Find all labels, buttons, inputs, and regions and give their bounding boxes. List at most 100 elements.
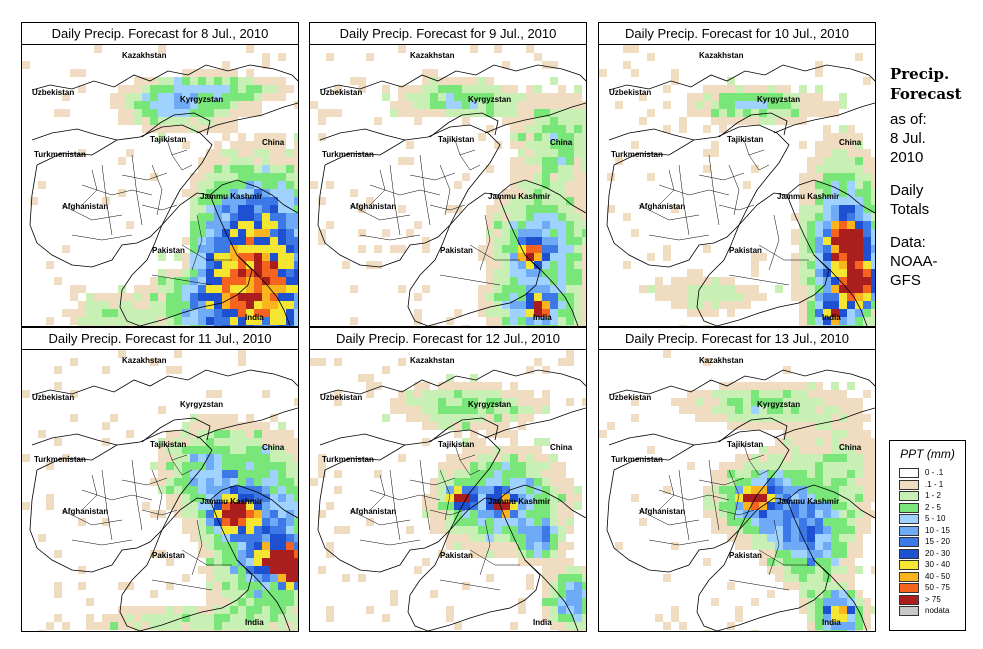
precip-cell [518, 213, 526, 221]
precip-cell [454, 526, 462, 534]
precip-cell [174, 93, 182, 101]
precip-cell [470, 518, 478, 526]
precip-cell [799, 189, 807, 197]
precip-cell [735, 454, 743, 462]
precip-cell [222, 93, 230, 101]
precip-cell [799, 253, 807, 261]
precip-cell [214, 614, 222, 622]
precip-cell [847, 510, 855, 518]
precip-cell [494, 197, 502, 205]
precip-cell [294, 446, 298, 454]
border-line [606, 124, 790, 268]
precip-cell [542, 149, 550, 157]
precip-cell [158, 622, 166, 630]
precip-cell [791, 277, 799, 285]
precip-cell [454, 93, 462, 101]
precip-cell [206, 558, 214, 566]
precip-cell [182, 125, 190, 133]
precip-cell [270, 197, 278, 205]
precip-cell [190, 430, 198, 438]
province-line [658, 184, 730, 196]
precip-cell [558, 261, 566, 269]
precip-cell [238, 197, 246, 205]
precip-cell [695, 293, 703, 301]
precip-cell [639, 518, 647, 526]
precip-cell [286, 478, 294, 486]
map-label-kazakhstan: Kazakhstan [122, 51, 167, 60]
precip-cell [767, 462, 775, 470]
precip-cell [582, 606, 586, 614]
precip-cell [759, 101, 767, 109]
precip-cell [558, 550, 566, 558]
precip-cell [526, 181, 534, 189]
precip-cell [254, 173, 262, 181]
precip-cell [767, 510, 775, 518]
precip-cell [174, 101, 182, 109]
precip-cell [783, 518, 791, 526]
border-line [484, 102, 586, 134]
precip-cell [711, 478, 719, 486]
precip-cell [839, 438, 847, 446]
precip-cell [502, 61, 510, 69]
precip-cell [118, 614, 126, 622]
precip-cell [719, 125, 727, 133]
precip-cell [534, 205, 542, 213]
precip-cell [815, 237, 823, 245]
precip-cell [815, 85, 823, 93]
precip-cell [526, 109, 534, 117]
precip-cell [262, 213, 270, 221]
precip-cell [526, 309, 534, 317]
precip-cell [238, 325, 246, 326]
precip-cell [550, 277, 558, 285]
precip-cell [711, 494, 719, 502]
precip-cell [815, 109, 823, 117]
precip-cell [566, 630, 574, 631]
precip-cell [478, 422, 486, 430]
precip-cell [839, 141, 847, 149]
precip-cell [414, 414, 422, 422]
precip-cell [222, 77, 230, 85]
precip-cell [743, 390, 751, 398]
precip-cell [254, 582, 262, 590]
precip-cell [550, 478, 558, 486]
precip-cell [470, 534, 478, 542]
precip-cell [350, 77, 358, 85]
precip-cell [270, 590, 278, 598]
province-line [369, 184, 441, 196]
precip-cell [134, 614, 142, 622]
precip-cell [494, 141, 502, 149]
precip-cell [246, 510, 254, 518]
province-borders [638, 444, 809, 591]
precip-cell [558, 558, 566, 566]
precip-cell [767, 526, 775, 534]
precip-cell [847, 414, 855, 422]
precip-cell [294, 325, 298, 326]
precip-cell [663, 85, 671, 93]
precip-cell [262, 237, 270, 245]
precip-cell [246, 293, 254, 301]
precip-cell [238, 462, 246, 470]
precip-cell [398, 93, 406, 101]
precip-cell [558, 301, 566, 309]
precip-cell [238, 438, 246, 446]
precip-cell [783, 101, 791, 109]
precip-cell [478, 133, 486, 141]
precip-cell [775, 93, 783, 101]
precip-cell [711, 141, 719, 149]
precip-cell [286, 285, 294, 293]
precip-cell [286, 221, 294, 229]
precip-cell [406, 141, 414, 149]
precip-cell [791, 390, 799, 398]
precip-cell [166, 101, 174, 109]
precip-cell [518, 205, 526, 213]
precip-cell [294, 582, 298, 590]
precip-cell [222, 430, 230, 438]
precip-cell [398, 358, 406, 366]
province-borders [349, 139, 520, 286]
precip-cell [839, 590, 847, 598]
precip-cell [855, 213, 863, 221]
precip-cell [278, 141, 286, 149]
map-label-tajikistan: Tajikistan [727, 440, 763, 449]
precip-cell [807, 454, 815, 462]
precip-cell [871, 293, 875, 301]
